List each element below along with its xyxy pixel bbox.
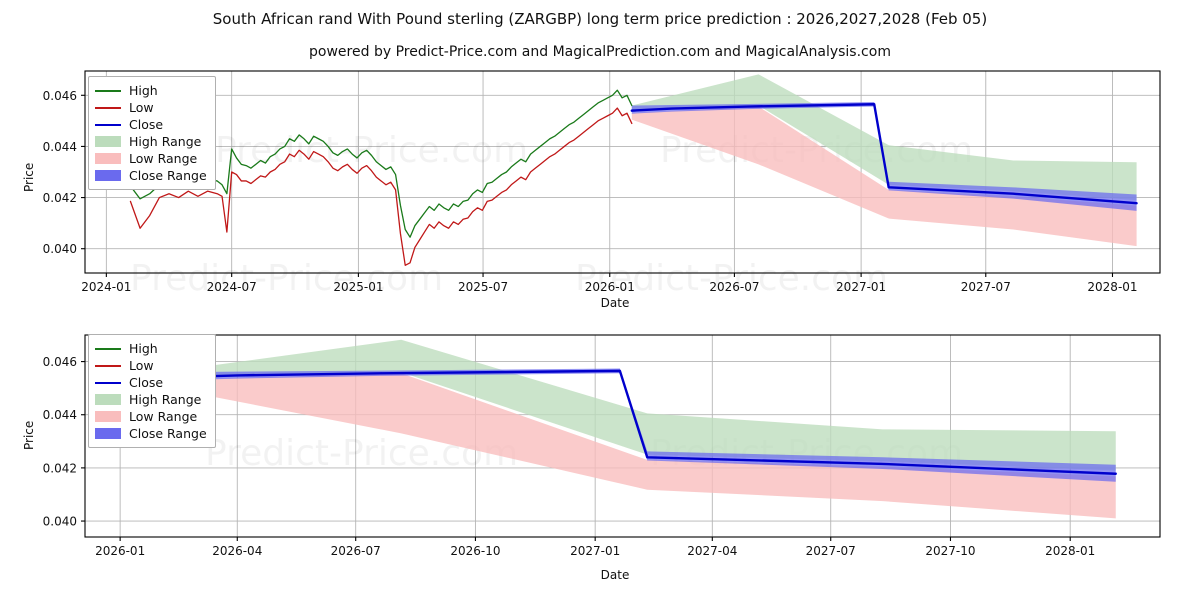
x-tick-label: 2027-10 bbox=[925, 544, 975, 558]
bottom-chart-legend-item-high: High bbox=[95, 340, 207, 357]
bottom-chart-legend-swatch-icon bbox=[95, 381, 121, 384]
top-chart-legend-swatch-icon bbox=[95, 123, 121, 126]
bottom-chart-legend-label: High bbox=[129, 341, 158, 356]
y-tick-label: 0.040 bbox=[43, 515, 77, 529]
bottom-chart-legend-swatch-icon bbox=[95, 394, 121, 405]
low-line bbox=[129, 107, 633, 266]
top-chart-legend-swatch-icon bbox=[95, 106, 121, 109]
x-tick-label: 2024-01 bbox=[81, 280, 131, 294]
bottom-chart-panel: Predict-Price.comPredict-Price.com0.0400… bbox=[0, 320, 1200, 590]
top-chart-legend-item-low: Low bbox=[95, 99, 207, 116]
x-tick-label: 2024-07 bbox=[207, 280, 257, 294]
top-chart-legend-swatch-icon bbox=[95, 136, 121, 147]
y-tick-label: 0.042 bbox=[43, 461, 77, 475]
x-tick-label: 2026-01 bbox=[95, 544, 145, 558]
bottom-chart-legend-item-high-range: High Range bbox=[95, 391, 207, 408]
bottom-chart-legend-swatch-icon bbox=[95, 428, 121, 439]
top-chart-legend-item-close: Close bbox=[95, 116, 207, 133]
high-line bbox=[129, 89, 633, 238]
x-tick-label: 2025-01 bbox=[333, 280, 383, 294]
bottom-chart-legend-label: High Range bbox=[129, 392, 202, 407]
top-chart-legend-label: High Range bbox=[129, 134, 202, 149]
top-chart-legend-label: Low Range bbox=[129, 151, 198, 166]
top-chart-legend-swatch-icon bbox=[95, 89, 121, 92]
page-subtitle: powered by Predict-Price.com and Magical… bbox=[309, 44, 891, 60]
bottom-chart-legend-label: Low bbox=[129, 358, 154, 373]
bottom-chart-legend: High Low Close High Range Low Range Close Ran… bbox=[88, 334, 216, 448]
y-tick-label: 0.046 bbox=[43, 89, 77, 103]
top-chart-y-axis-label: Price bbox=[22, 162, 36, 192]
x-tick-label: 2028-01 bbox=[1087, 280, 1137, 294]
top-chart-legend-item-close-range: Close Range bbox=[95, 167, 207, 184]
bottom-chart-legend-swatch-icon bbox=[95, 347, 121, 350]
bottom-chart-legend-swatch-icon bbox=[95, 411, 121, 422]
top-chart-x-axis-label: Date bbox=[600, 296, 630, 310]
top-chart-legend-swatch-icon bbox=[95, 153, 121, 164]
top-chart-legend-item-low-range: Low Range bbox=[95, 150, 207, 167]
svg-text:Predict-Price.com: Predict-Price.com bbox=[575, 258, 888, 299]
x-tick-label: 2027-07 bbox=[806, 544, 856, 558]
bottom-chart-svg: Predict-Price.comPredict-Price.com0.0400… bbox=[43, 334, 1161, 558]
top-chart-legend-label: Low bbox=[129, 100, 154, 115]
bottom-chart-legend-swatch-icon bbox=[95, 364, 121, 367]
y-tick-label: 0.040 bbox=[43, 242, 77, 256]
svg-text:Predict-Price.com: Predict-Price.com bbox=[130, 258, 443, 299]
x-tick-label: 2027-07 bbox=[961, 280, 1011, 294]
bottom-chart-legend-item-close: Close bbox=[95, 374, 207, 391]
x-tick-label: 2027-04 bbox=[687, 544, 737, 558]
bottom-chart-legend-label: Close Range bbox=[129, 426, 207, 441]
top-chart-legend-label: Close Range bbox=[129, 168, 207, 183]
top-chart-legend: High Low Close High Range Low Range Close Ran… bbox=[88, 76, 216, 190]
low-range-band bbox=[161, 373, 1116, 519]
bottom-chart-x-axis-label: Date bbox=[600, 568, 630, 582]
bottom-chart-legend-label: Close bbox=[129, 375, 164, 390]
bottom-chart-legend-item-low-range: Low Range bbox=[95, 408, 207, 425]
page-title: South African rand With Pound sterling (… bbox=[212, 10, 988, 28]
y-tick-label: 0.044 bbox=[43, 140, 77, 154]
top-chart-panel: Predict-Price.com Predict-Price.com Predic… bbox=[0, 62, 1200, 312]
bottom-chart-legend-item-close-range: Close Range bbox=[95, 425, 207, 442]
bottom-chart-y-axis-label: Price bbox=[22, 420, 36, 450]
low-range-band bbox=[631, 106, 1137, 247]
bottom-chart-legend-item-low: Low bbox=[95, 357, 207, 374]
svg-text:Predict-Price.com: Predict-Price.com bbox=[215, 130, 528, 171]
x-tick-label: 2026-10 bbox=[450, 544, 500, 558]
y-tick-label: 0.042 bbox=[43, 191, 77, 205]
y-tick-label: 0.046 bbox=[43, 355, 77, 369]
x-tick-label: 2028-01 bbox=[1045, 544, 1095, 558]
x-tick-label: 2027-01 bbox=[836, 280, 886, 294]
top-chart-legend-item-high: High bbox=[95, 82, 207, 99]
x-tick-label: 2026-04 bbox=[212, 544, 262, 558]
y-tick-label: 0.044 bbox=[43, 408, 77, 422]
high-range-band bbox=[161, 339, 1116, 471]
x-tick-label: 2027-01 bbox=[570, 544, 620, 558]
top-chart-legend-swatch-icon bbox=[95, 170, 121, 181]
top-chart-legend-item-high-range: High Range bbox=[95, 133, 207, 150]
high-range-band bbox=[631, 74, 1137, 201]
x-tick-label: 2026-07 bbox=[709, 280, 759, 294]
x-tick-label: 2026-07 bbox=[331, 544, 381, 558]
bottom-chart-legend-label: Low Range bbox=[129, 409, 198, 424]
close-line bbox=[160, 369, 1117, 475]
top-chart-legend-label: High bbox=[129, 83, 158, 98]
top-chart-legend-label: Close bbox=[129, 117, 164, 132]
top-chart-svg: Predict-Price.com Predict-Price.com Predic… bbox=[43, 70, 1161, 299]
close-line bbox=[630, 103, 1138, 205]
x-tick-label: 2026-01 bbox=[585, 280, 635, 294]
x-tick-label: 2025-07 bbox=[458, 280, 508, 294]
